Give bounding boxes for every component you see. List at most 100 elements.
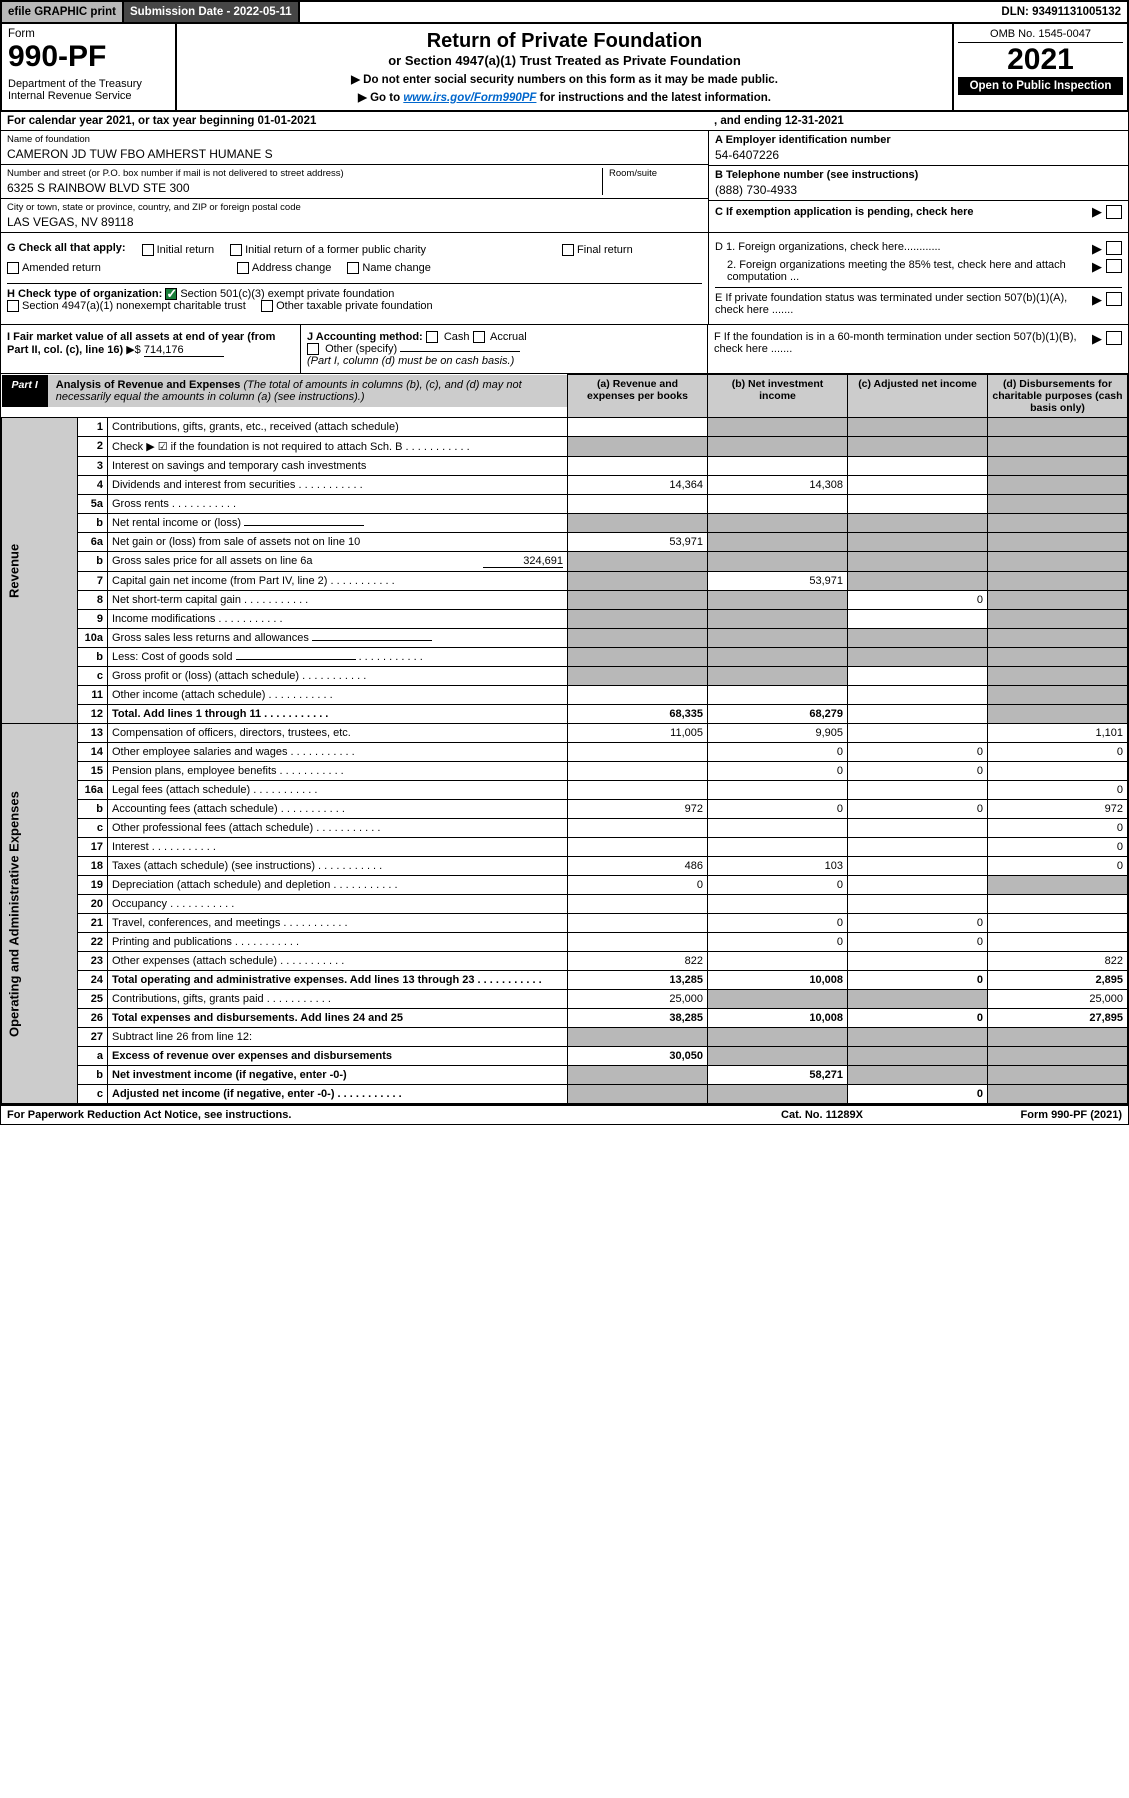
line-desc: Other employee salaries and wages — [108, 743, 568, 762]
cell-col-a: 0 — [568, 876, 708, 895]
cell-col-b — [708, 1085, 848, 1104]
cell-col-d: 27,895 — [988, 1009, 1128, 1028]
cell-col-c: 0 — [848, 933, 988, 952]
cb-accrual[interactable] — [473, 331, 485, 343]
table-row: 11Other income (attach schedule) — [2, 686, 1128, 705]
cb-cash[interactable] — [426, 331, 438, 343]
line-number: 23 — [78, 952, 108, 971]
cb-initial-former[interactable] — [230, 244, 242, 256]
room-lbl: Room/suite — [609, 168, 702, 179]
arrow-icon: ▶ — [1092, 204, 1102, 220]
calendar-year-band: For calendar year 2021, or tax year begi… — [0, 112, 1129, 131]
table-row: 26Total expenses and disbursements. Add … — [2, 1009, 1128, 1028]
cell-col-d — [988, 610, 1128, 629]
cell-col-c: 0 — [848, 591, 988, 610]
cell-col-b — [708, 648, 848, 667]
cell-col-c — [848, 724, 988, 743]
cell-col-c — [848, 876, 988, 895]
cell-col-b: 103 — [708, 857, 848, 876]
table-row: bAccounting fees (attach schedule)972009… — [2, 800, 1128, 819]
line-desc: Other professional fees (attach schedule… — [108, 819, 568, 838]
j-other: Other (specify) — [325, 343, 397, 355]
cell-col-d — [988, 762, 1128, 781]
cell-col-c: 0 — [848, 743, 988, 762]
section-i: I Fair market value of all assets at end… — [1, 325, 301, 373]
cb-name-change[interactable] — [347, 262, 359, 274]
cb-amended[interactable] — [7, 262, 19, 274]
g-amended: Amended return — [22, 262, 101, 274]
table-row: 16aLegal fees (attach schedule)0 — [2, 781, 1128, 800]
cell-col-c: 0 — [848, 1085, 988, 1104]
line-number: c — [78, 1085, 108, 1104]
cell-col-b — [708, 457, 848, 476]
f-checkbox[interactable] — [1106, 331, 1122, 345]
tax-year: 2021 — [958, 43, 1123, 77]
instr-2-post: for instructions and the latest informat… — [536, 92, 771, 104]
cell-col-b: 0 — [708, 914, 848, 933]
line-number: 27 — [78, 1028, 108, 1047]
cell-col-b — [708, 533, 848, 552]
line-number: 1 — [78, 418, 108, 437]
j-label: J Accounting method: — [307, 331, 423, 343]
line-number: a — [78, 1047, 108, 1066]
part1-header: Part I Analysis of Revenue and Expenses … — [2, 375, 568, 407]
checks-right: D 1. Foreign organizations, check here..… — [708, 233, 1128, 324]
section-h: H Check type of organization: Section 50… — [7, 283, 702, 315]
city-lbl: City or town, state or province, country… — [7, 202, 702, 213]
line-desc: Printing and publications — [108, 933, 568, 952]
cell-col-b — [708, 667, 848, 686]
cell-col-c — [848, 437, 988, 457]
cell-col-a — [568, 648, 708, 667]
phone-lbl: B Telephone number (see instructions) — [715, 169, 1122, 181]
cb-final[interactable] — [562, 244, 574, 256]
form-label: Form — [8, 28, 169, 40]
arrow-icon: ▶ — [1092, 331, 1102, 367]
d2-checkbox[interactable] — [1106, 259, 1122, 273]
cell-col-c — [848, 1066, 988, 1085]
cell-col-c: 0 — [848, 800, 988, 819]
line-desc: Accounting fees (attach schedule) — [108, 800, 568, 819]
cell-col-b — [708, 552, 848, 572]
section-g: G Check all that apply: Initial return I… — [7, 239, 702, 279]
dln-label: DLN: 93491131005132 — [995, 2, 1127, 22]
top-bar: efile GRAPHIC print Submission Date - 20… — [0, 0, 1129, 24]
line-desc: Net rental income or (loss) — [108, 514, 568, 533]
line-desc: Net short-term capital gain — [108, 591, 568, 610]
cell-col-a — [568, 914, 708, 933]
entity-right: A Employer identification number 54-6407… — [708, 131, 1128, 232]
cell-col-a — [568, 838, 708, 857]
line-desc: Travel, conferences, and meetings — [108, 914, 568, 933]
cell-col-a — [568, 1028, 708, 1047]
name-cell: Name of foundation CAMERON JD TUW FBO AM… — [1, 131, 708, 165]
cell-col-d — [988, 495, 1128, 514]
d1-checkbox[interactable] — [1106, 241, 1122, 255]
line-number: c — [78, 667, 108, 686]
line-number: 6a — [78, 533, 108, 552]
c-lbl: C If exemption application is pending, c… — [715, 206, 1092, 218]
form-header: Form 990-PF Department of the Treasury I… — [0, 24, 1129, 112]
cell-col-d — [988, 572, 1128, 591]
table-row: bNet investment income (if negative, ent… — [2, 1066, 1128, 1085]
cell-col-d: 2,895 — [988, 971, 1128, 990]
e-checkbox[interactable] — [1106, 292, 1122, 306]
cell-col-d: 1,101 — [988, 724, 1128, 743]
section-ijf: I Fair market value of all assets at end… — [0, 325, 1129, 374]
table-row: 12Total. Add lines 1 through 1168,33568,… — [2, 705, 1128, 724]
cb-other-tax[interactable] — [261, 300, 273, 312]
cb-addr-change[interactable] — [237, 262, 249, 274]
line-number: b — [78, 1066, 108, 1085]
cb-501c3[interactable] — [165, 288, 177, 300]
cb-other[interactable] — [307, 343, 319, 355]
line-desc: Gross rents — [108, 495, 568, 514]
cb-4947[interactable] — [7, 300, 19, 312]
line-desc: Capital gain net income (from Part IV, l… — [108, 572, 568, 591]
c-checkbox[interactable] — [1106, 205, 1122, 219]
cell-col-c — [848, 514, 988, 533]
part1-table: Part I Analysis of Revenue and Expenses … — [1, 374, 1128, 1104]
line-desc: Occupancy — [108, 895, 568, 914]
cb-initial[interactable] — [142, 244, 154, 256]
irs-link[interactable]: www.irs.gov/Form990PF — [403, 92, 536, 104]
line-number: 12 — [78, 705, 108, 724]
table-row: 14Other employee salaries and wages000 — [2, 743, 1128, 762]
title-box: Return of Private Foundation or Section … — [177, 24, 952, 110]
